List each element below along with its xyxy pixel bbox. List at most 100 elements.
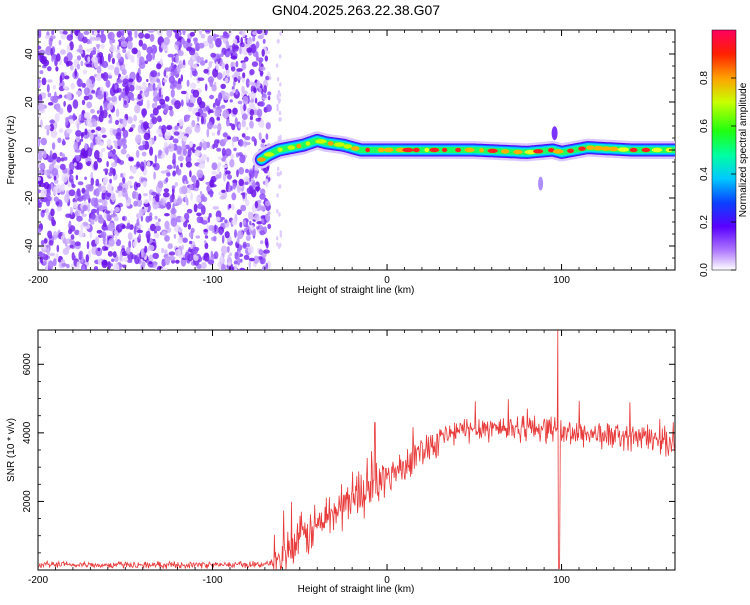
noise-speck — [100, 231, 107, 239]
noise-speck — [68, 115, 74, 120]
noise-speck — [166, 201, 172, 210]
noise-speck — [122, 143, 128, 149]
noise-speck — [101, 147, 106, 153]
noise-speck — [66, 60, 73, 66]
noise-speck — [133, 200, 138, 207]
noise-speck — [243, 103, 246, 112]
noise-speck — [66, 263, 70, 269]
noise-speck — [278, 184, 281, 189]
noise-speck — [97, 93, 104, 100]
noise-speck — [261, 138, 266, 144]
noise-speck — [94, 236, 100, 245]
noise-speck — [255, 117, 261, 122]
noise-speck — [256, 80, 261, 89]
noise-speck — [66, 34, 74, 41]
noise-speck — [139, 56, 145, 66]
noise-speck — [64, 193, 70, 204]
noise-speck — [198, 101, 206, 109]
noise-speck — [211, 162, 218, 171]
noise-speck — [134, 104, 141, 114]
noise-speck — [78, 44, 83, 54]
noise-speck — [101, 60, 109, 69]
noise-speck — [215, 61, 219, 70]
noise-speck — [40, 240, 45, 246]
noise-speck — [168, 145, 172, 149]
noise-speck — [232, 181, 237, 190]
noise-speck — [219, 195, 226, 200]
noise-speck — [171, 185, 176, 190]
noise-speck — [226, 118, 230, 127]
noise-speck — [126, 246, 131, 255]
noise-speck — [248, 260, 252, 270]
noise-speck — [87, 160, 91, 166]
noise-speck — [239, 267, 246, 270]
noise-speck — [218, 191, 223, 196]
noise-speck — [252, 30, 258, 36]
noise-speck — [135, 150, 140, 158]
noise-speck — [141, 81, 147, 92]
noise-speck — [71, 251, 75, 261]
noise-speck — [211, 225, 215, 234]
noise-speck — [164, 220, 170, 230]
noise-speck — [222, 109, 230, 119]
noise-speck — [163, 192, 170, 198]
noise-speck — [52, 231, 58, 240]
noise-speck — [97, 30, 100, 34]
noise-speck — [190, 82, 197, 89]
noise-speck — [279, 233, 282, 238]
noise-speck — [209, 94, 215, 100]
noise-speck — [237, 256, 241, 266]
noise-speck — [127, 259, 133, 264]
noise-speck — [54, 112, 60, 123]
noise-speck — [107, 53, 111, 63]
noise-speck — [193, 182, 197, 187]
noise-speck — [215, 210, 222, 219]
noise-speck — [176, 145, 182, 155]
signal-hotspot — [586, 145, 595, 150]
noise-speck — [59, 30, 64, 35]
noise-speck — [43, 238, 48, 244]
noise-speck — [189, 124, 193, 130]
noise-speck — [105, 210, 111, 214]
noise-speck — [264, 237, 269, 246]
noise-speck — [192, 70, 198, 77]
noise-speck — [265, 104, 272, 112]
noise-speck — [161, 127, 165, 134]
noise-speck — [122, 264, 127, 268]
noise-speck — [169, 195, 173, 204]
noise-speck — [102, 176, 109, 184]
noise-speck — [170, 62, 174, 68]
noise-speck — [89, 122, 93, 128]
noise-speck — [45, 51, 51, 55]
noise-speck — [174, 182, 178, 187]
noise-speck — [110, 52, 113, 59]
noise-speck — [52, 84, 57, 90]
noise-speck — [277, 89, 281, 95]
noise-speck — [122, 176, 126, 184]
noise-speck — [82, 69, 88, 75]
noise-speck — [240, 204, 247, 212]
snr-plot-area — [38, 330, 675, 570]
noise-speck — [212, 124, 218, 129]
noise-speck — [229, 91, 234, 97]
noise-speck — [159, 98, 166, 105]
noise-speck — [83, 87, 90, 96]
noise-speck — [122, 48, 127, 54]
noise-speck — [231, 136, 238, 143]
noise-speck — [253, 255, 260, 264]
noise-speck — [119, 251, 123, 262]
noise-speck — [46, 169, 51, 174]
noise-speck — [146, 78, 149, 83]
noise-speck — [121, 69, 127, 76]
noise-speck — [40, 137, 47, 146]
noise-speck — [38, 163, 41, 168]
noise-speck — [187, 59, 194, 66]
noise-speck — [163, 37, 170, 46]
noise-speck — [143, 199, 149, 204]
noise-speck — [123, 100, 127, 106]
noise-speck — [52, 96, 59, 104]
noise-speck — [51, 142, 56, 150]
noise-speck — [186, 79, 190, 87]
noise-speck — [53, 186, 58, 196]
